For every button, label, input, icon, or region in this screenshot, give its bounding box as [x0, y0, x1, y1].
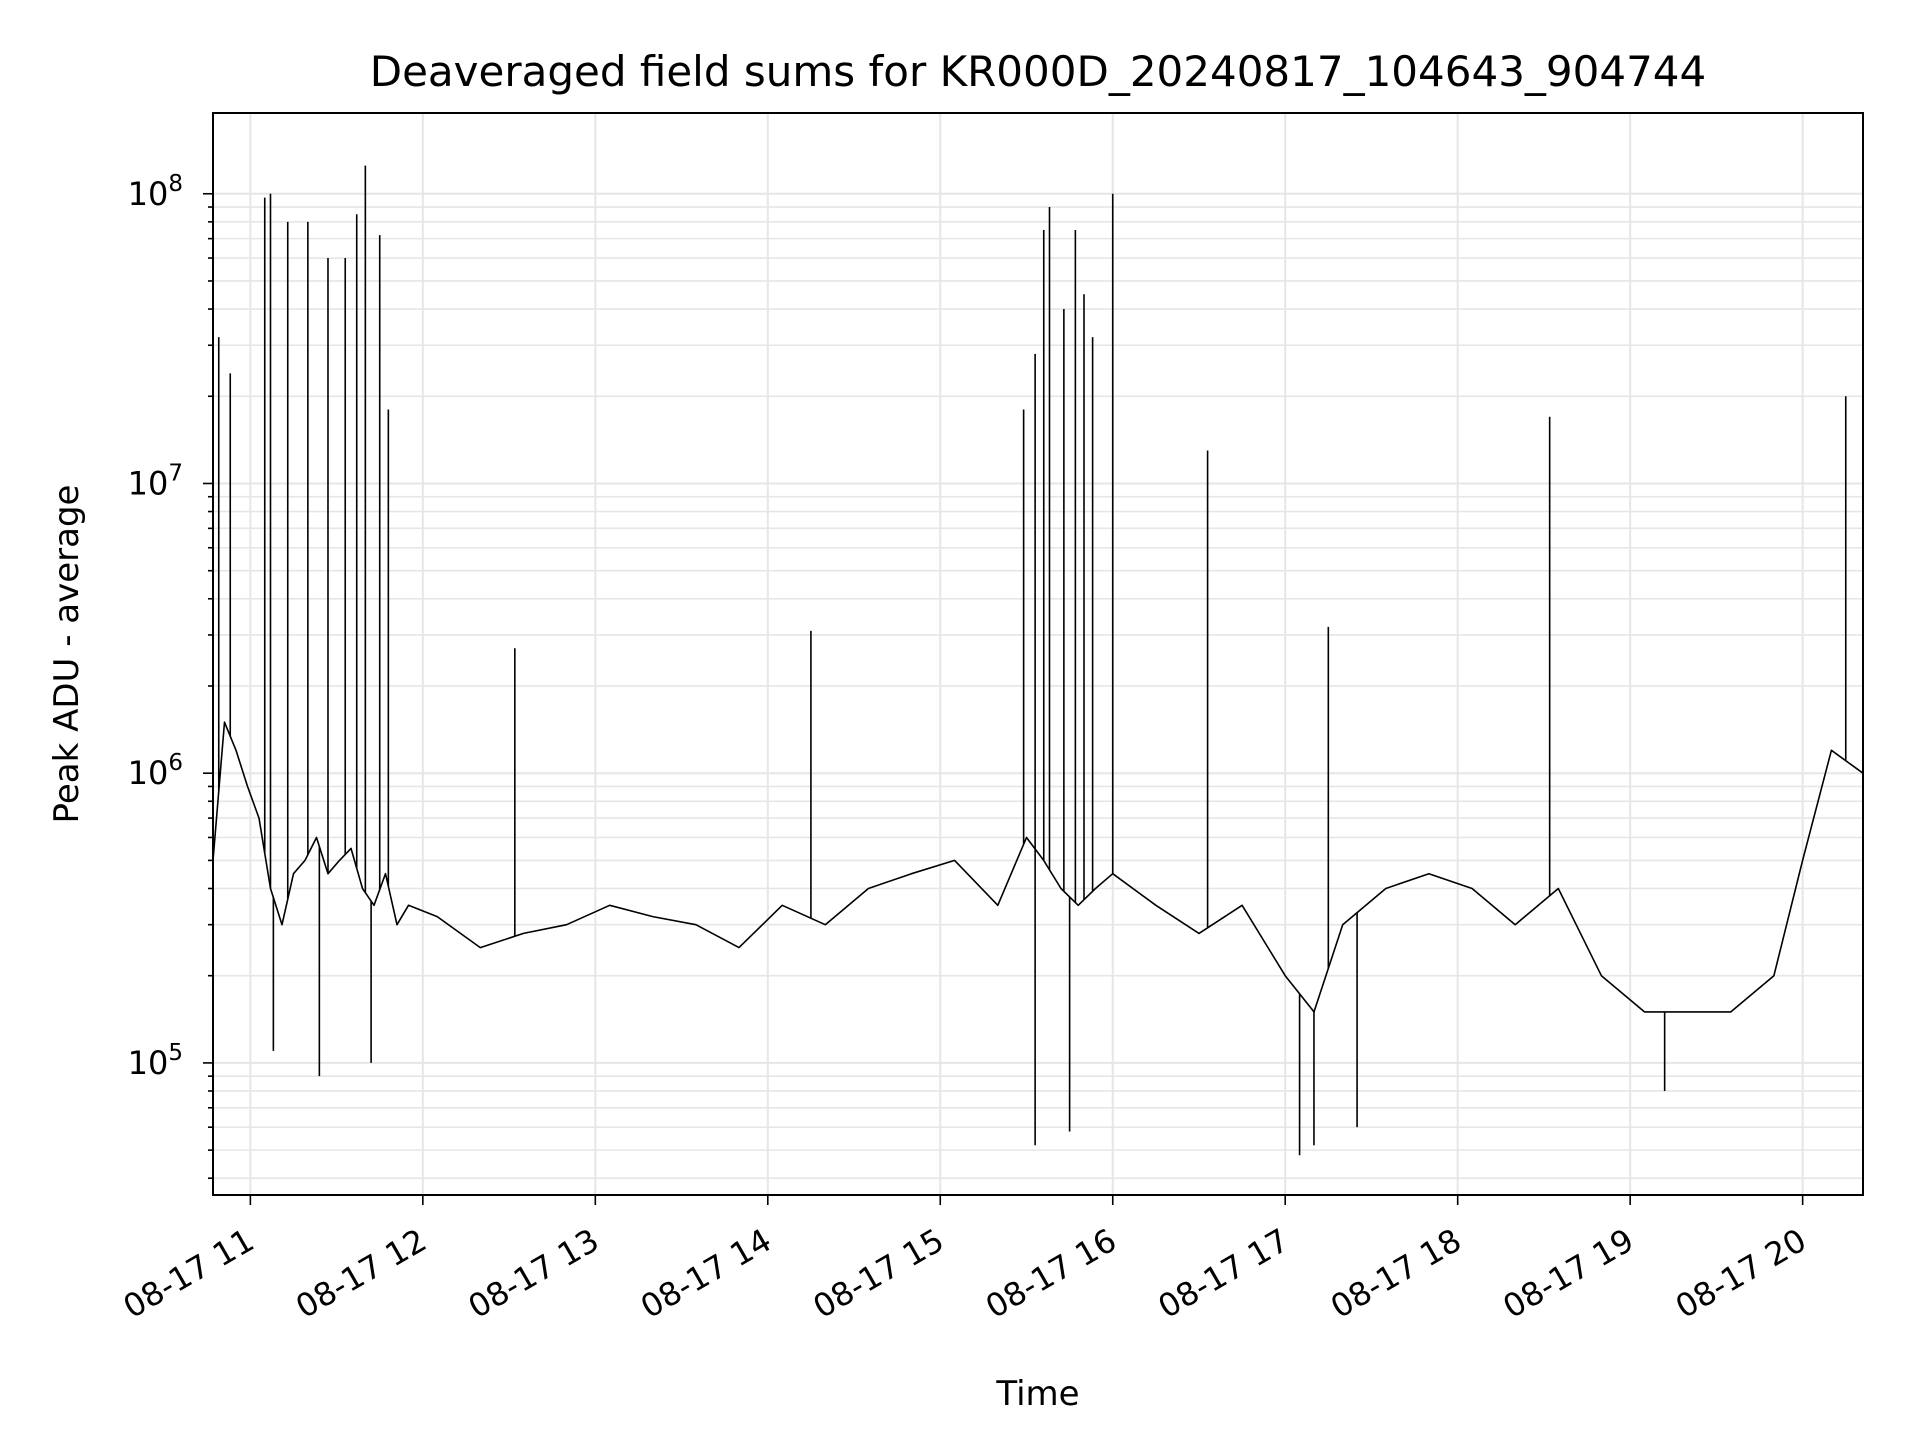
- y-tick-base: 10: [128, 1044, 169, 1082]
- y-tick-base: 10: [128, 175, 169, 213]
- y-tick-label: 107: [128, 460, 183, 502]
- y-tick-exponent: 8: [168, 171, 183, 197]
- y-tick-exponent: 6: [168, 750, 183, 776]
- grid-layer: [213, 113, 1863, 1195]
- y-axis-label: Peak ADU - average: [47, 485, 87, 824]
- y-tick-base: 10: [128, 464, 169, 502]
- y-tick-exponent: 5: [168, 1040, 183, 1066]
- y-tick-base: 10: [128, 754, 169, 792]
- plot-frame: [212, 112, 1864, 1196]
- series-line: [212, 721, 1864, 1013]
- y-tick-label: 106: [128, 750, 183, 792]
- y-tick-exponent: 7: [168, 460, 183, 486]
- chart-title: Deaveraged field sums for KR000D_2024081…: [370, 47, 1707, 96]
- data-layer: [212, 165, 1864, 1156]
- x-axis-label: Time: [995, 1374, 1079, 1414]
- y-tick-label: 108: [128, 171, 183, 213]
- y-tick-label: 105: [128, 1040, 183, 1082]
